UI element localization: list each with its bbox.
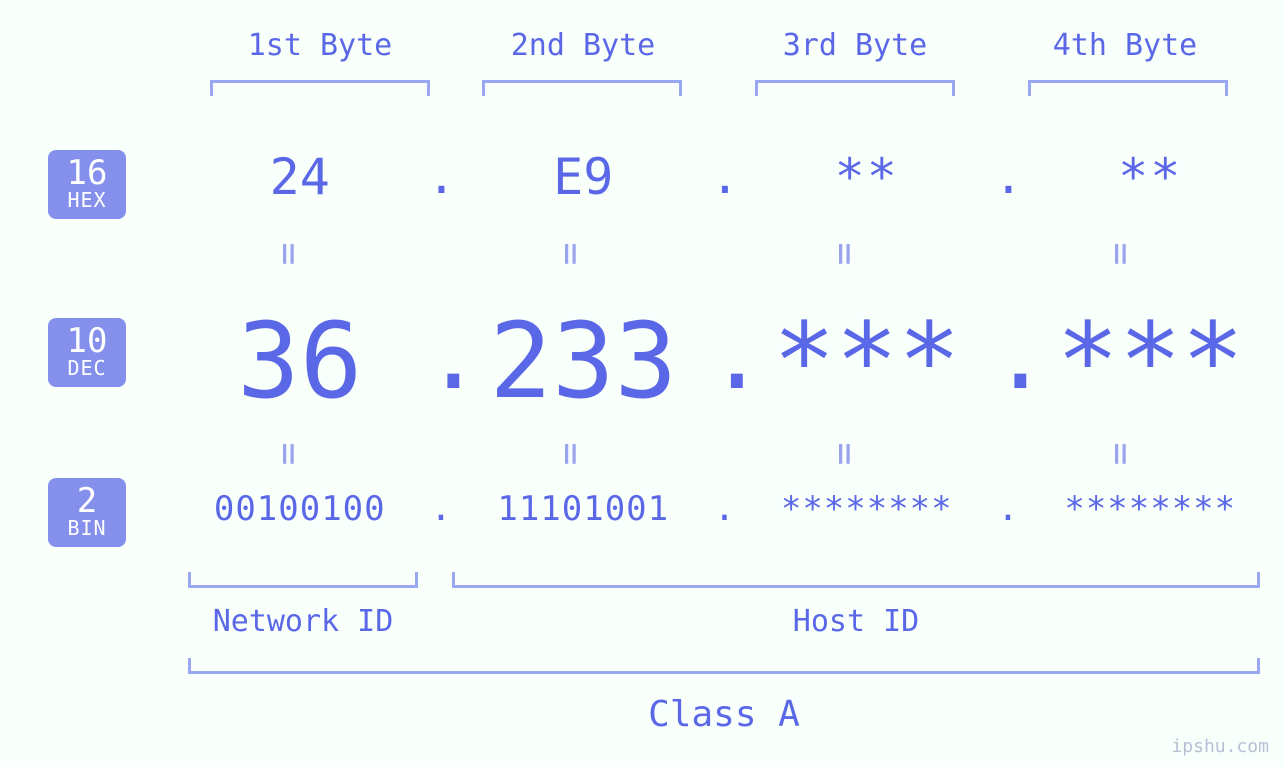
- label-class: Class A: [188, 694, 1260, 735]
- hex-byte-2: E9: [459, 148, 709, 206]
- byte-bracket-4: [1028, 80, 1228, 96]
- byte-header-2: 2nd Byte: [478, 28, 688, 63]
- dot-icon: .: [708, 299, 742, 411]
- bin-byte-4: ********: [1026, 489, 1276, 529]
- row-dec: 36 . 233 . *** . ***: [175, 300, 1275, 422]
- dot-icon: .: [992, 488, 1026, 529]
- dec-byte-1: 36: [175, 300, 425, 422]
- equals-icon: =: [823, 243, 867, 266]
- equals-icon: =: [549, 243, 593, 266]
- equals-icon: =: [823, 443, 867, 466]
- bin-byte-1: 00100100: [175, 489, 425, 529]
- equals-icon: =: [267, 443, 311, 466]
- dot-icon: .: [992, 149, 1026, 205]
- byte-bracket-2: [482, 80, 682, 96]
- base-badge-bin: 2 BIN: [48, 478, 126, 547]
- byte-bracket-3: [755, 80, 955, 96]
- bracket-network-id: [188, 572, 418, 588]
- base-badge-hex: 16 HEX: [48, 150, 126, 219]
- byte-header-1: 1st Byte: [205, 28, 435, 63]
- dot-icon: .: [425, 299, 459, 411]
- row-hex: 24 . E9 . ** . **: [175, 148, 1275, 206]
- hex-byte-3: **: [742, 148, 992, 206]
- byte-bracket-1: [210, 80, 430, 96]
- base-badge-hex-label: HEX: [48, 190, 126, 211]
- equals-icon: =: [549, 443, 593, 466]
- hex-byte-1: 24: [175, 148, 425, 206]
- bin-byte-3: ********: [742, 489, 992, 529]
- base-badge-dec-label: DEC: [48, 358, 126, 379]
- equals-icon: =: [1099, 243, 1143, 266]
- row-bin: 00100100 . 11101001 . ******** . *******…: [175, 488, 1275, 529]
- base-badge-dec-num: 10: [48, 324, 126, 360]
- dot-icon: .: [425, 488, 459, 529]
- hex-byte-4: **: [1026, 148, 1276, 206]
- byte-header-4: 4th Byte: [1020, 28, 1230, 63]
- bracket-class: [188, 658, 1260, 674]
- dot-icon: .: [708, 149, 742, 205]
- equals-icon: =: [1099, 443, 1143, 466]
- dec-byte-2: 233: [459, 300, 709, 422]
- watermark: ipshu.com: [1171, 736, 1269, 757]
- dec-byte-4: ***: [1026, 300, 1276, 422]
- label-host-id: Host ID: [452, 604, 1260, 639]
- dec-byte-3: ***: [742, 300, 992, 422]
- base-badge-hex-num: 16: [48, 156, 126, 192]
- base-badge-bin-num: 2: [48, 484, 126, 520]
- byte-header-3: 3rd Byte: [750, 28, 960, 63]
- dot-icon: .: [992, 299, 1026, 411]
- dot-icon: .: [708, 488, 742, 529]
- equals-icon: =: [267, 243, 311, 266]
- bracket-host-id: [452, 572, 1260, 588]
- bin-byte-2: 11101001: [459, 489, 709, 529]
- dot-icon: .: [425, 149, 459, 205]
- base-badge-dec: 10 DEC: [48, 318, 126, 387]
- base-badge-bin-label: BIN: [48, 518, 126, 539]
- label-network-id: Network ID: [188, 604, 418, 639]
